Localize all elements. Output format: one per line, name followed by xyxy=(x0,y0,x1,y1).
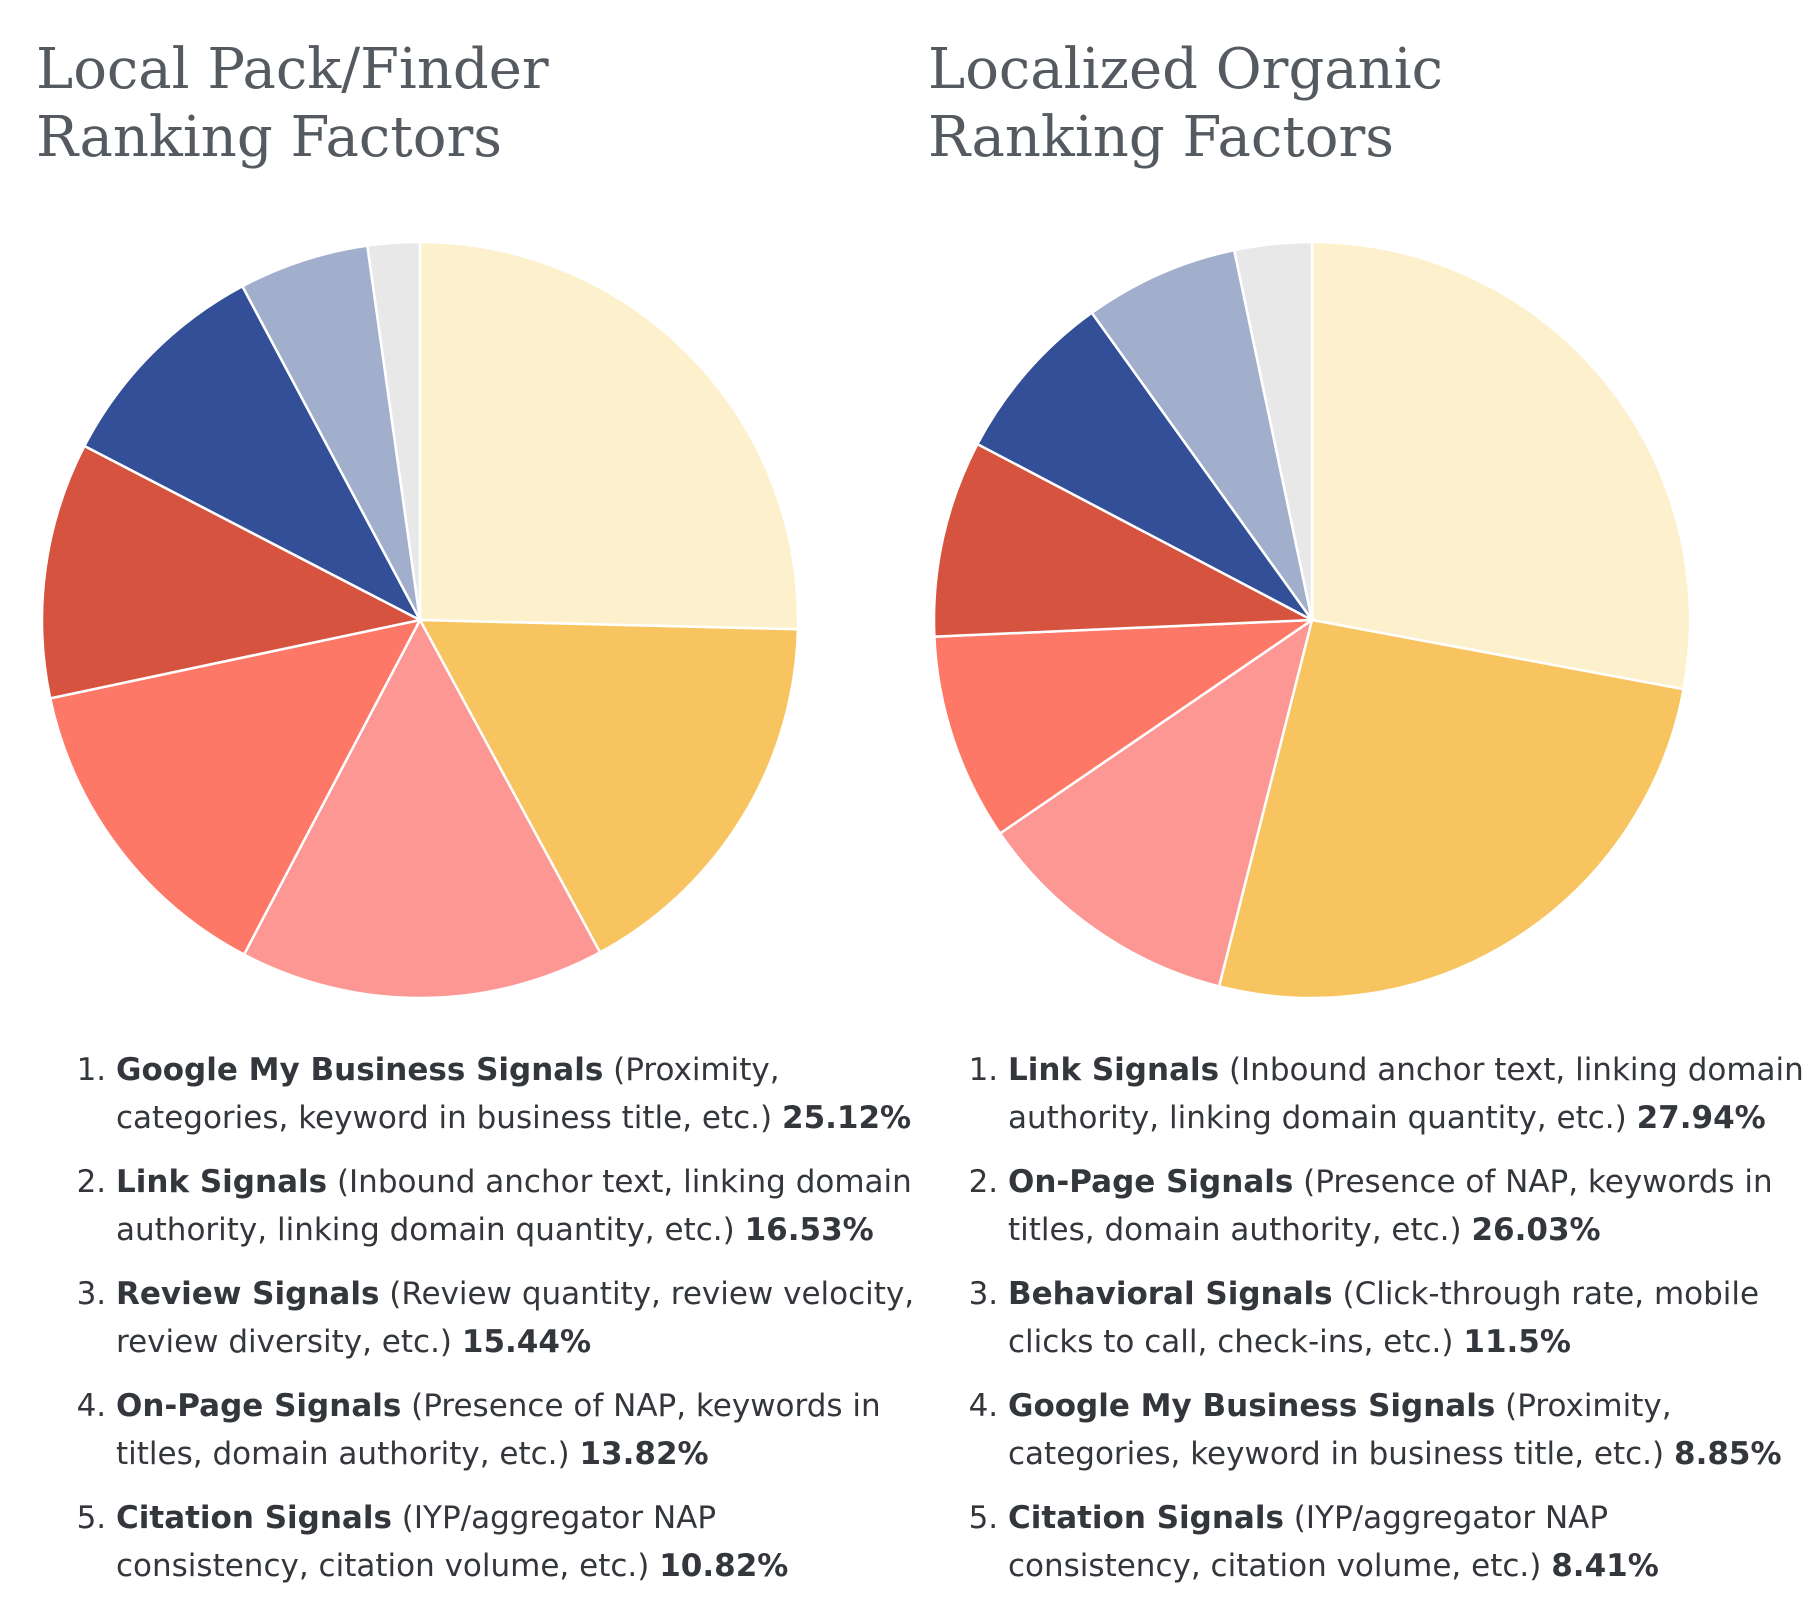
factor-percent: 11.5% xyxy=(1463,1324,1571,1360)
pie-chart-local-pack xyxy=(40,240,800,1000)
factor-item: Review Signals (Review quantity, review … xyxy=(116,1270,916,1366)
pie-slice-6 xyxy=(975,311,1314,622)
factor-name: On-Page Signals xyxy=(1008,1164,1294,1200)
pie-slice-3 xyxy=(242,617,602,1000)
factor-item: Behavioral Signals (Click-through rate, … xyxy=(1008,1270,1808,1366)
pie-slice-1 xyxy=(1310,240,1692,691)
factor-percent: 13.82% xyxy=(579,1436,709,1472)
factor-detail: (IYP/aggregator NAP consistency, citatio… xyxy=(1008,1500,1609,1584)
pie-slice-2 xyxy=(417,618,800,955)
factor-item: Google My Business Signals (Proximity, c… xyxy=(1008,1382,1808,1478)
factor-name: Review Signals xyxy=(116,1276,380,1312)
pie-slice-5 xyxy=(40,444,424,700)
factor-name: Citation Signals xyxy=(116,1500,392,1536)
factor-percent: 10.82% xyxy=(659,1548,789,1584)
factor-detail: (Review quantity, review velocity, revie… xyxy=(116,1276,915,1360)
factor-name: Citation Signals xyxy=(1008,1500,1284,1536)
factor-item: Link Signals (Inbound anchor text, linki… xyxy=(116,1158,916,1254)
local-pack-panel: Local Pack/Finder Ranking Factors Google… xyxy=(0,0,914,1588)
pie-slice-6 xyxy=(82,284,423,623)
factor-percent: 27.94% xyxy=(1636,1100,1766,1136)
factor-detail: (Proximity, categories, keyword in busin… xyxy=(1008,1388,1672,1472)
pie-chart-localized-organic xyxy=(932,240,1692,1000)
factor-detail: (Inbound anchor text, linking domain aut… xyxy=(116,1164,912,1248)
pie-slice-7 xyxy=(1090,248,1314,621)
factor-item: Google My Business Signals (Proximity, c… xyxy=(116,1046,916,1142)
factor-name: Google My Business Signals xyxy=(116,1052,604,1088)
factor-percent: 8.41% xyxy=(1551,1548,1659,1584)
factor-percent: 26.03% xyxy=(1471,1212,1601,1248)
chart-title: Localized Organic Ranking Factors xyxy=(928,37,1444,170)
factor-name: Google My Business Signals xyxy=(1008,1388,1496,1424)
factor-detail: (Click-through rate, mobile clicks to ca… xyxy=(1008,1276,1760,1360)
factor-detail: (Presence of NAP, keywords in titles, do… xyxy=(1008,1164,1773,1248)
factor-item: On-Page Signals (Presence of NAP, keywor… xyxy=(1008,1158,1808,1254)
factor-list: Google My Business Signals (Proximity, c… xyxy=(66,1046,916,1606)
factor-detail: (Proximity, categories, keyword in busin… xyxy=(116,1052,780,1136)
factor-detail: (IYP/aggregator NAP consistency, citatio… xyxy=(116,1500,717,1584)
pie-slice-5 xyxy=(932,442,1317,638)
pie-slice-4 xyxy=(933,618,1317,836)
factor-detail: (Presence of NAP, keywords in titles, do… xyxy=(116,1388,881,1472)
factor-name: On-Page Signals xyxy=(116,1388,402,1424)
pie-slice-3 xyxy=(998,617,1315,988)
pie-slice-4 xyxy=(48,618,423,957)
factor-item: Citation Signals (IYP/aggregator NAP con… xyxy=(116,1494,916,1590)
factor-percent: 25.12% xyxy=(782,1100,912,1136)
factor-name: Link Signals xyxy=(116,1164,328,1200)
pie-slice-2 xyxy=(1217,618,1686,1000)
pie-slice-7 xyxy=(240,244,422,621)
pie-slice-8 xyxy=(1232,240,1314,621)
factor-item: Citation Signals (IYP/aggregator NAP con… xyxy=(1008,1494,1808,1590)
factor-detail: (Inbound anchor text, linking domain aut… xyxy=(1008,1052,1804,1136)
factor-item: On-Page Signals (Presence of NAP, keywor… xyxy=(116,1382,916,1478)
factor-percent: 8.85% xyxy=(1674,1436,1782,1472)
factor-percent: 15.44% xyxy=(461,1324,592,1360)
chart-title: Local Pack/Finder Ranking Factors xyxy=(36,37,549,170)
pie-slice-1 xyxy=(418,240,800,631)
factor-list: Link Signals (Inbound anchor text, linki… xyxy=(958,1046,1808,1606)
factor-percent: 16.53% xyxy=(744,1212,874,1248)
factor-item: Link Signals (Inbound anchor text, linki… xyxy=(1008,1046,1808,1142)
pie-slice-8 xyxy=(365,240,422,621)
factor-name: Behavioral Signals xyxy=(1008,1276,1333,1312)
localized-organic-panel: Localized Organic Ranking Factors Link S… xyxy=(892,0,1804,1588)
factor-name: Link Signals xyxy=(1008,1052,1220,1088)
